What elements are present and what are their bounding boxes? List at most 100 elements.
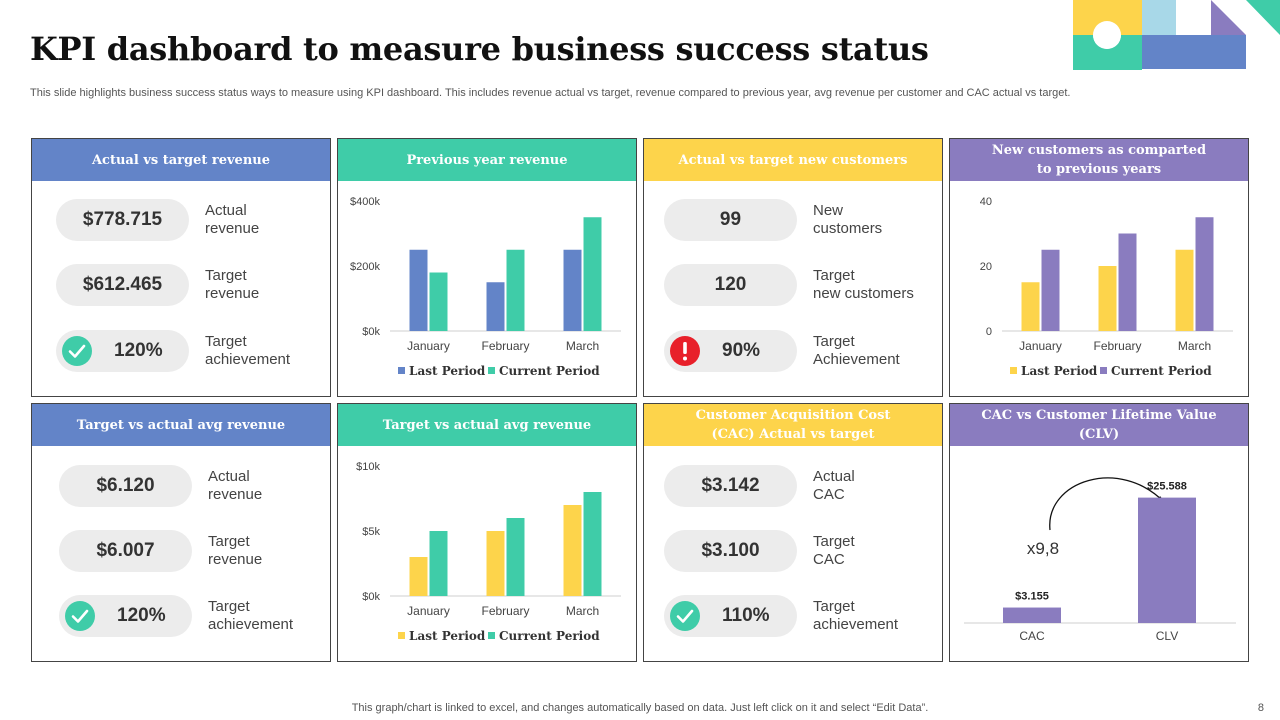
multiplier-label: x9,8 <box>1027 539 1059 558</box>
legend-swatch <box>1010 367 1017 374</box>
check-circle-icon <box>670 601 700 631</box>
kpi-label: Target achievement <box>208 598 294 633</box>
kpi-value: 99 <box>664 199 797 241</box>
x-tick-label: February <box>481 604 529 618</box>
kpi-label: New customers <box>813 202 883 237</box>
panel-title: Target vs actual avg revenue <box>32 404 330 446</box>
bar-last-period <box>563 505 582 596</box>
kpi-value: $778.715 <box>56 199 189 241</box>
bar-last-period <box>409 249 428 331</box>
x-tick-label: February <box>1093 339 1141 353</box>
x-tick-label: March <box>566 339 599 353</box>
bar-current-period <box>583 492 602 596</box>
x-tick-label: March <box>566 604 599 618</box>
bar-cac <box>1003 607 1061 623</box>
footer-note: This graph/chart is linked to excel, and… <box>351 702 929 714</box>
kpi-row: 120% Target achievement <box>56 330 315 372</box>
bar-last-period <box>1098 266 1117 331</box>
panel-title-line: Customer Acquisition Cost <box>695 408 891 423</box>
legend-swatch <box>488 367 495 374</box>
kpi-label: Actual revenue <box>205 202 260 237</box>
kpi-row: $3.142 Actual CAC <box>664 465 923 507</box>
legend-label: Current Period <box>499 364 600 378</box>
kpi-value-pill: 120% <box>56 330 189 372</box>
bar-current-period <box>583 217 602 331</box>
y-tick-label: $0k <box>362 326 380 338</box>
legend-label: Current Period <box>1111 364 1212 378</box>
data-label: $25.588 <box>1147 481 1187 493</box>
kpi-label: Target Achievement <box>813 333 900 368</box>
bar-last-period <box>1021 282 1040 331</box>
y-tick-label: 40 <box>980 196 992 208</box>
panel-cac-vs-clv: CAC vs Customer Lifetime Value (CLV) x9,… <box>949 403 1249 662</box>
panel-title-line: New customers as comparted <box>991 143 1207 158</box>
bar-last-period <box>409 557 428 596</box>
kpi-row: 110% Target achievement <box>664 595 923 637</box>
kpi-value: 120 <box>664 264 797 306</box>
legend-swatch <box>1100 367 1107 374</box>
kpi-value: $3.100 <box>664 530 797 572</box>
alert-circle-icon <box>670 336 700 366</box>
kpi-row: $612.465 Target revenue <box>56 264 315 306</box>
kpi-value: 110% <box>722 605 770 626</box>
bar-current-period <box>506 518 525 596</box>
kpi-value: 120% <box>114 340 163 361</box>
kpi-value: $612.465 <box>56 264 189 306</box>
chart-avg-revenue: $0k $5k $10k January February March Last Perio… <box>356 461 621 643</box>
y-tick-label: 20 <box>980 261 992 273</box>
check-circle-icon <box>62 336 92 366</box>
bar-current-period <box>429 531 448 596</box>
kpi-row: $6.007 Target revenue <box>59 530 318 572</box>
kpi-label: Target achievement <box>813 598 899 633</box>
panel-new-customers-vs-previous: New customers as comparted to previous y… <box>949 138 1249 397</box>
x-tick-label: January <box>1019 339 1062 353</box>
panel-title-line: (CAC) Actual vs target <box>711 427 875 442</box>
chart-previous-year-revenue: $0k $200k $400k January February March Last Pe… <box>350 196 621 378</box>
y-tick-label: $5k <box>362 526 380 538</box>
x-tick-label: February <box>481 339 529 353</box>
bar-current-period <box>429 272 448 331</box>
legend-swatch <box>398 367 405 374</box>
chart-cac-vs-clv: x9,8 $3.155 CAC $25.588 CLV <box>964 477 1236 643</box>
bar-clv <box>1138 497 1196 623</box>
check-circle-icon <box>65 601 95 631</box>
kpi-row: 120 Target new customers <box>664 264 923 306</box>
y-tick-label: $400k <box>350 196 380 208</box>
kpi-label: Target revenue <box>205 267 260 302</box>
kpi-value: 120% <box>117 605 166 626</box>
y-tick-label: $200k <box>350 261 380 273</box>
kpi-row: $6.120 Actual revenue <box>59 465 318 507</box>
panel-title: New customers as comparted to previous y… <box>950 139 1248 181</box>
kpi-label: Target CAC <box>813 533 855 568</box>
kpi-label: Target achievement <box>205 333 291 368</box>
kpi-label: Target new customers <box>813 267 914 302</box>
x-tick-label: January <box>407 339 450 353</box>
x-tick-label: January <box>407 604 450 618</box>
legend-swatch <box>398 632 405 639</box>
bar-last-period <box>486 282 505 331</box>
kpi-row: 99 New customers <box>664 199 923 241</box>
legend-label: Last Period <box>409 629 486 643</box>
panel-previous-year-revenue: Previous year revenue $0k $200k $400k Janua… <box>337 138 637 397</box>
panel-title: Customer Acquisition Cost (CAC) Actual v… <box>644 404 942 446</box>
kpi-value: $3.142 <box>664 465 797 507</box>
y-tick-label: $10k <box>356 461 380 473</box>
legend-label: Current Period <box>499 629 600 643</box>
panel-title: Actual vs target revenue <box>32 139 330 181</box>
bar-last-period <box>1175 249 1194 331</box>
y-tick-label: $0k <box>362 591 380 603</box>
bar-current-period <box>1118 233 1137 331</box>
panel-new-customers: Actual vs target new customers 99 New cu… <box>643 138 943 397</box>
page-number: 8 <box>1257 702 1264 714</box>
kpi-value-pill: 90% <box>664 330 797 372</box>
bar-last-period <box>486 531 505 596</box>
panel-title: Previous year revenue <box>338 139 636 181</box>
kpi-value: 90% <box>722 340 761 361</box>
panel-actual-vs-target-revenue: Actual vs target revenue $778.715 Actual… <box>31 138 331 397</box>
kpi-label: Actual CAC <box>813 468 855 503</box>
bar-current-period <box>1195 217 1214 331</box>
legend-label: Last Period <box>1021 364 1098 378</box>
panel-cac: Customer Acquisition Cost (CAC) Actual v… <box>643 403 943 662</box>
kpi-row: $3.100 Target CAC <box>664 530 923 572</box>
kpi-value-pill: 110% <box>664 595 797 637</box>
